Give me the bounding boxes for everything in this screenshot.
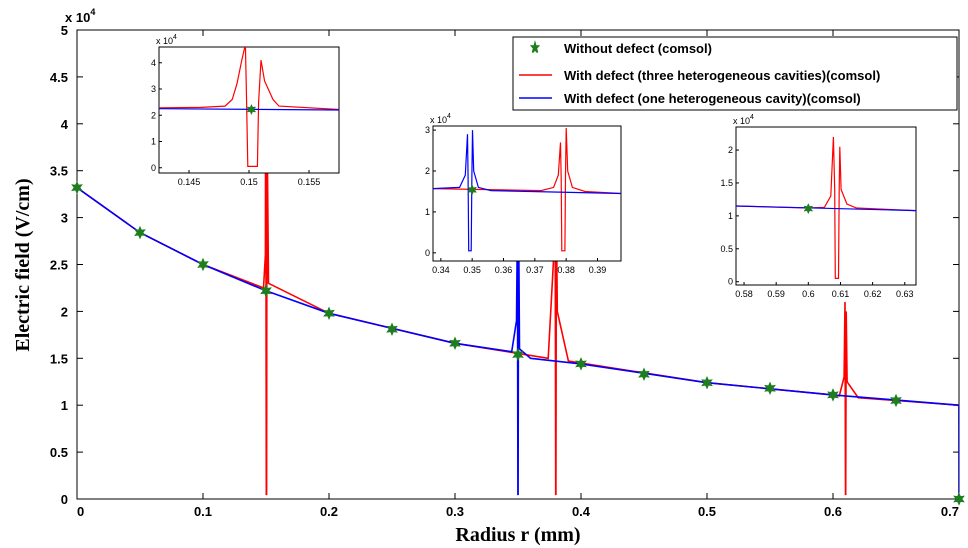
series-marker-without-defect	[449, 336, 461, 351]
y-tick-label: 0	[61, 492, 68, 507]
inset-y-tick-label: 0	[728, 277, 733, 287]
series-marker-without-defect	[701, 375, 713, 390]
legend-label-without-defect: Without defect (comsol)	[564, 41, 712, 56]
y-tick-label: 4.5	[50, 70, 68, 85]
y-tick-label: 3	[61, 211, 68, 226]
inset-x-tick-label: 0.61	[832, 289, 850, 299]
series-marker-without-defect	[512, 347, 524, 362]
inset-y-tick-label: 1	[151, 137, 156, 147]
legend-label-one-cavity: With defect (one heterogeneous cavity)(c…	[564, 91, 861, 106]
inset-plot-area	[432, 125, 622, 262]
inset-x-tick-label: 0.39	[589, 265, 607, 275]
inset-x-tick-label: 0.35	[463, 265, 481, 275]
inset-y-multiplier: x 104	[733, 114, 754, 126]
series-marker-without-defect	[323, 306, 335, 321]
series-marker-without-defect	[260, 284, 272, 298]
inset-x-tick-label: 0.6	[802, 289, 815, 299]
main-series-markers	[71, 180, 965, 506]
series-marker-without-defect	[197, 257, 209, 272]
y-tick-label: 0.5	[50, 445, 68, 460]
inset-y-multiplier: x 104	[430, 113, 451, 125]
y-tick-label: 5	[61, 23, 68, 38]
legend-label-three-cavities: With defect (three heterogeneous cavitie…	[564, 68, 880, 83]
series-marker-without-defect	[953, 492, 965, 506]
legend-star-marker	[529, 40, 541, 54]
inset-y-tick-label: 2	[728, 145, 733, 155]
inset-x-tick-label: 0.155	[298, 177, 321, 187]
inset-chart-3: x 104 0.58 0.59 0.6 0.61 0.62 0.63 0 0.5 1 1.5 2	[720, 114, 917, 299]
legend: Without defect (comsol) With defect (thr…	[512, 36, 958, 111]
inset-plot-area	[735, 126, 917, 286]
inset-y-tick-label: 1	[728, 211, 733, 221]
y-axis-label: Electric field (V/cm)	[12, 178, 34, 351]
x-tick-label: 0	[77, 504, 84, 519]
y-tick-label: 2	[61, 304, 68, 319]
inset-line-three-cavities	[159, 47, 339, 167]
main-axis-ticks: 0 0.1 0.2 0.3 0.4 0.5 0.6 0.7 0 0.5 1 1.5 2 2.5 3 3.5 4 4…	[50, 23, 960, 519]
y-tick-label: 4	[61, 117, 69, 132]
inset-y-tick-label: 2	[151, 110, 156, 120]
inset-x-tick-label: 0.38	[557, 265, 575, 275]
inset-marker-without-defect	[803, 202, 814, 215]
series-marker-without-defect	[386, 322, 398, 336]
inset-chart-1: x 104 0.145 0.15 0.155 0 1 2 3 4	[151, 34, 340, 187]
inset-y-tick-label: 3	[151, 84, 156, 94]
inset-y-tick-label: 0	[425, 248, 430, 258]
series-marker-without-defect	[134, 225, 146, 240]
x-axis-label: Radius r (mm)	[455, 524, 580, 546]
inset-line-three-cavities	[736, 136, 916, 279]
inset-marker-without-defect	[467, 184, 478, 196]
inset-x-tick-label: 0.37	[526, 265, 544, 275]
legend-box	[512, 36, 958, 111]
inset-x-tick-label: 0.58	[735, 289, 753, 299]
inset-chart-2: x 104 0.34 0.35 0.36 0.37 0.38 0.39 0 1 2 3	[425, 113, 622, 275]
series-marker-without-defect	[827, 388, 839, 402]
series-marker-without-defect	[575, 357, 587, 371]
series-marker-without-defect	[764, 381, 776, 396]
y-multiplier: x 104	[65, 7, 95, 25]
inset-x-tick-label: 0.34	[432, 265, 450, 275]
y-tick-label: 2.5	[50, 258, 68, 273]
inset-y-multiplier: x 104	[156, 34, 177, 46]
inset-x-tick-label: 0.15	[240, 177, 258, 187]
inset-marker-without-defect	[246, 103, 257, 116]
series-marker-without-defect	[71, 180, 83, 195]
series-marker-without-defect	[638, 367, 650, 381]
inset-line-three-cavities	[433, 127, 621, 252]
x-tick-label: 0.6	[824, 504, 842, 519]
y-tick-label: 1	[61, 398, 68, 413]
x-tick-label: 0.7	[941, 504, 959, 519]
x-tick-label: 0.5	[698, 504, 716, 519]
inset-x-tick-label: 0.145	[178, 177, 201, 187]
x-tick-label: 0.2	[320, 504, 338, 519]
inset-x-tick-label: 0.62	[864, 289, 882, 299]
series-marker-without-defect	[890, 393, 902, 408]
inset-y-tick-label: 3	[425, 125, 430, 135]
inset-y-tick-label: 0	[151, 163, 156, 173]
x-tick-label: 0.4	[572, 504, 591, 519]
inset-x-tick-label: 0.63	[896, 289, 914, 299]
x-tick-label: 0.1	[194, 504, 212, 519]
y-tick-label: 3.5	[50, 164, 68, 179]
inset-x-tick-label: 0.59	[767, 289, 785, 299]
inset-line-one-cavity	[433, 130, 621, 252]
inset-series-lines	[433, 127, 621, 252]
inset-series-lines	[736, 136, 916, 279]
inset-y-tick-label: 1	[425, 207, 430, 217]
inset-y-tick-label: 4	[151, 58, 156, 68]
x-tick-label: 0.3	[446, 504, 464, 519]
y-tick-label: 1.5	[50, 351, 68, 366]
inset-x-tick-label: 0.36	[495, 265, 513, 275]
inset-y-tick-label: 0.5	[720, 244, 733, 254]
inset-y-tick-label: 2	[425, 166, 430, 176]
inset-line-one-cavity	[736, 205, 916, 212]
inset-y-tick-label: 1.5	[720, 178, 733, 188]
